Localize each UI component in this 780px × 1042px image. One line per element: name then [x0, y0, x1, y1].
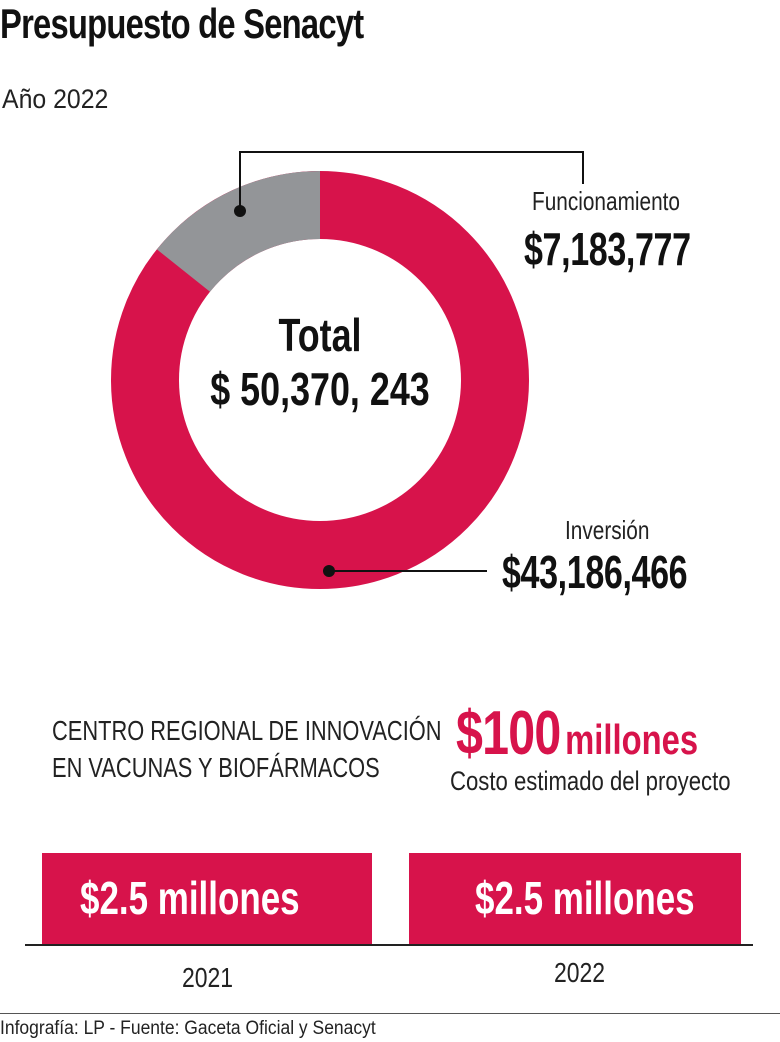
- project-cost: $100 millones: [456, 698, 698, 769]
- project-cost-note: Costo estimado del proyecto: [450, 766, 731, 796]
- project-cost-unit: millones: [565, 716, 699, 763]
- segment-value-inversion: $43,186,466: [502, 546, 688, 598]
- leader-dot-funcionamiento: [234, 205, 246, 217]
- segment-value-funcionamiento: $7,183,777: [524, 223, 691, 275]
- project-cost-amount: $100: [456, 699, 561, 768]
- bar-2022: $2.5 millones: [409, 853, 741, 944]
- project-title: CENTRO REGIONAL DE INNOVACIÓN EN VACUNAS…: [52, 712, 442, 786]
- segment-label-inversion: Inversión: [565, 515, 650, 545]
- year-label-2022: 2022: [554, 957, 606, 988]
- project-title-line2: EN VACUNAS Y BIOFÁRMACOS: [52, 752, 380, 783]
- footer-divider: [0, 1013, 780, 1014]
- leader-line-funcionamiento: [239, 151, 584, 211]
- donut-chart: [111, 151, 584, 589]
- segment-label-funcionamiento: Funcionamiento: [532, 186, 680, 216]
- donut-center-label: Total: [278, 309, 362, 361]
- donut-segment-funcionamiento: [156, 171, 320, 292]
- donut-center-value: $ 50,370, 243: [210, 363, 430, 415]
- bar-baseline: [390, 944, 753, 946]
- bar-label-2022: $2.5 millones: [475, 872, 695, 924]
- project-title-line1: CENTRO REGIONAL DE INNOVACIÓN: [52, 715, 442, 746]
- year-label-2021: 2021: [182, 962, 234, 993]
- leader-dot-inversion: [323, 565, 335, 577]
- bar-2021: $2.5 millones: [42, 853, 372, 944]
- bar-baseline: [25, 944, 400, 946]
- bar-label-2021: $2.5 millones: [80, 872, 300, 924]
- chart-subtitle: Año 2022: [2, 84, 109, 114]
- source-credit: Infografía: LP - Fuente: Gaceta Oficial …: [0, 1018, 376, 1039]
- chart-title: Presupuesto de Senacyt: [0, 0, 364, 47]
